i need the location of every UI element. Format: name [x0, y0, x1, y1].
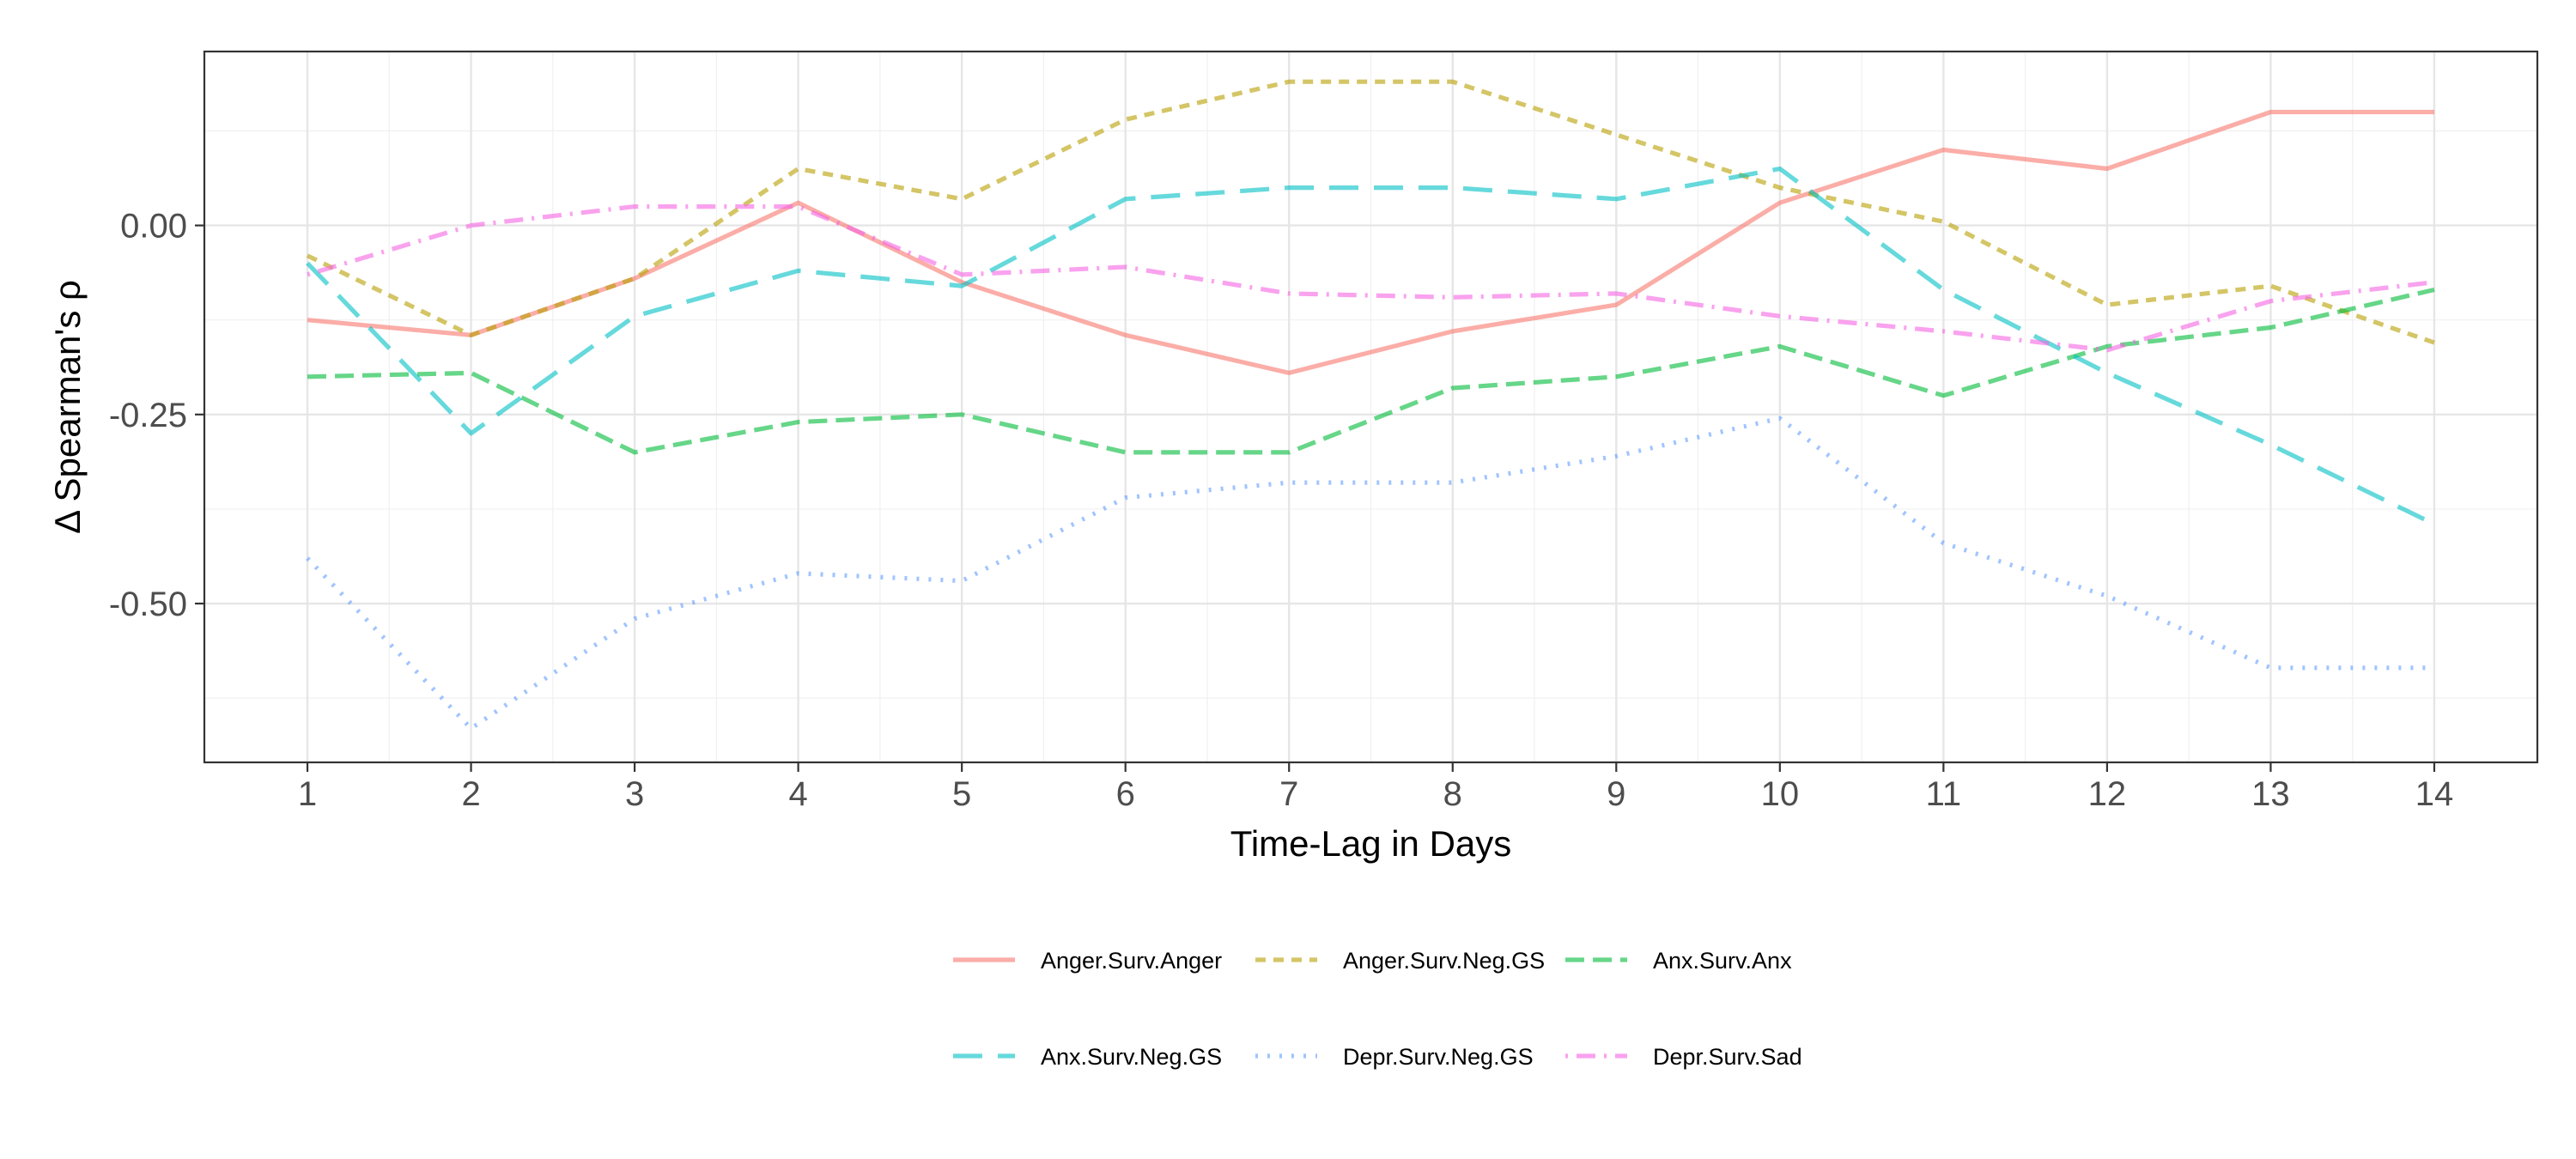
y-tick-label: -0.25 — [109, 397, 187, 434]
x-tick-label: 9 — [1607, 775, 1625, 813]
legend-label-anger-surv-anger: Anger.Surv.Anger — [1041, 948, 1222, 974]
panel-border — [203, 50, 2539, 764]
x-tick-label: 7 — [1279, 775, 1298, 813]
legend-label-anger-surv-neg-gs: Anger.Surv.Neg.GS — [1343, 948, 1545, 974]
x-tick-label: 10 — [1761, 775, 1800, 813]
legend-label-depr-surv-sad: Depr.Surv.Sad — [1653, 1044, 1802, 1070]
x-tick-label: 8 — [1443, 775, 1462, 813]
minor-gridlines — [204, 52, 2537, 762]
y-tick-label: -0.50 — [109, 586, 187, 623]
series-lines — [306, 79, 2436, 731]
x-tick-label: 2 — [461, 775, 480, 813]
legend-label-anx-surv-neg-gs: Anx.Surv.Neg.GS — [1041, 1044, 1222, 1070]
series-line-depr-surv-sad — [307, 204, 2435, 353]
x-tick-label: 1 — [298, 775, 317, 813]
x-tick-label: 5 — [952, 775, 971, 813]
x-tick-label: 4 — [789, 775, 808, 813]
x-tick-label: 12 — [2088, 775, 2127, 813]
series-line-anx-surv-anx — [307, 287, 2435, 455]
y-tick-label: 0.00 — [120, 208, 187, 246]
x-tick-label: 13 — [2251, 775, 2290, 813]
legend-label-depr-surv-neg-gs: Depr.Surv.Neg.GS — [1343, 1044, 1534, 1070]
plot-panel — [203, 50, 2539, 764]
major-gridlines — [204, 52, 2537, 762]
series-line-depr-surv-neg-gs — [306, 416, 2434, 731]
x-tick-label: 3 — [625, 775, 644, 813]
legend: Anger.Surv.Anger Anger.Surv.Neg.GS Anx.Sur… — [953, 948, 1802, 1070]
series-line-anger-surv-neg-gs — [306, 79, 2435, 345]
y-axis: 0.00 -0.25 -0.50 — [109, 208, 204, 623]
x-tick-label: 14 — [2415, 775, 2454, 813]
x-tick-label: 11 — [1926, 775, 1962, 813]
x-tick-label: 6 — [1116, 775, 1135, 813]
x-axis: 1 2 3 4 5 6 7 8 9 10 11 12 13 14 — [298, 762, 2453, 813]
x-axis-title: Time-Lag in Days — [1230, 823, 1512, 864]
series-line-anx-surv-neg-gs — [306, 166, 2436, 526]
y-axis-title: Δ Spearman's ρ — [47, 280, 88, 534]
series-line-anger-surv-anger — [307, 109, 2434, 375]
legend-label-anx-surv-anx: Anx.Surv.Anx — [1653, 948, 1792, 974]
